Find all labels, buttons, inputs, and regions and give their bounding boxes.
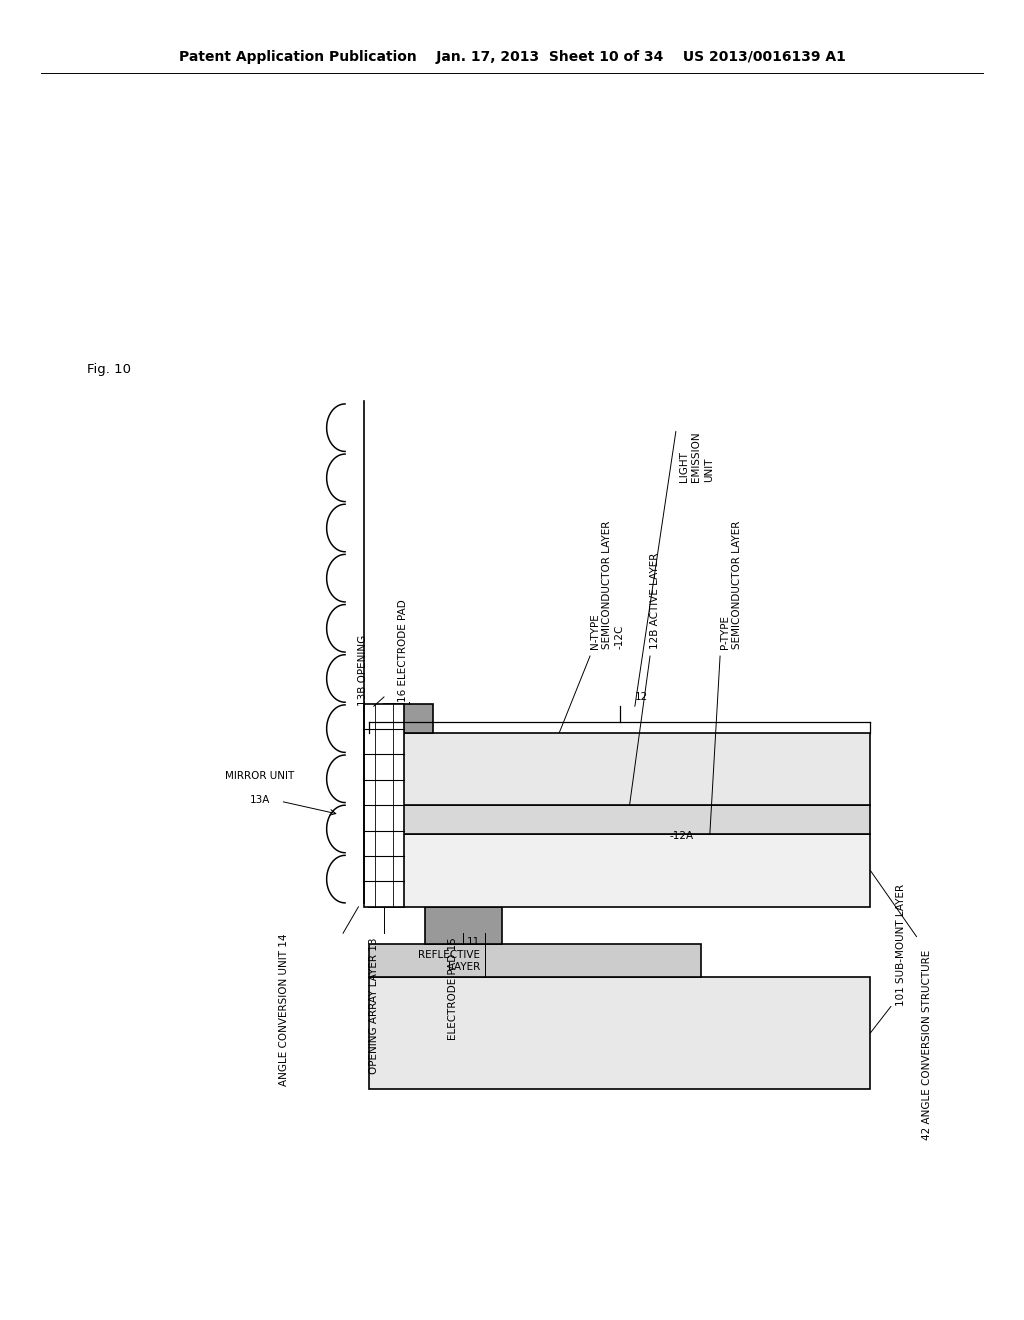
Text: 12B ACTIVE LAYER: 12B ACTIVE LAYER <box>650 553 660 649</box>
Text: ELECTRODE PAD 15: ELECTRODE PAD 15 <box>449 937 458 1040</box>
Bar <box>384 704 433 733</box>
Text: 42 ANGLE CONVERSION STRUCTURE: 42 ANGLE CONVERSION STRUCTURE <box>922 950 932 1140</box>
Bar <box>369 805 870 834</box>
Text: -12A: -12A <box>670 830 694 841</box>
Text: 13B OPENING: 13B OPENING <box>358 635 369 706</box>
Text: Fig. 10: Fig. 10 <box>87 363 131 376</box>
Bar <box>425 907 502 944</box>
Text: MIRROR UNIT: MIRROR UNIT <box>225 771 295 781</box>
Text: OPENING ARRAY LAYER 13: OPENING ARRAY LAYER 13 <box>369 937 379 1073</box>
Text: 12: 12 <box>635 692 648 702</box>
Bar <box>369 977 870 1089</box>
Text: 11
REFLECTIVE
LAYER: 11 REFLECTIVE LAYER <box>418 937 480 972</box>
Bar <box>369 733 870 805</box>
Text: 16 ELECTRODE PAD: 16 ELECTRODE PAD <box>398 599 409 702</box>
Text: LIGHT
EMISSION
UNIT: LIGHT EMISSION UNIT <box>679 432 714 482</box>
Text: Patent Application Publication    Jan. 17, 2013  Sheet 10 of 34    US 2013/00161: Patent Application Publication Jan. 17, … <box>178 50 846 63</box>
Bar <box>369 834 870 907</box>
Text: 13A: 13A <box>250 795 270 805</box>
Bar <box>369 944 701 977</box>
Text: 101 SUB-MOUNT LAYER: 101 SUB-MOUNT LAYER <box>896 884 906 1006</box>
Text: N-TYPE
SEMICONDUCTOR LAYER
-12C: N-TYPE SEMICONDUCTOR LAYER -12C <box>590 521 625 649</box>
Bar <box>364 704 404 907</box>
Text: ANGLE CONVERSION UNIT 14: ANGLE CONVERSION UNIT 14 <box>279 933 289 1086</box>
Text: P-TYPE
SEMICONDUCTOR LAYER: P-TYPE SEMICONDUCTOR LAYER <box>720 521 742 649</box>
